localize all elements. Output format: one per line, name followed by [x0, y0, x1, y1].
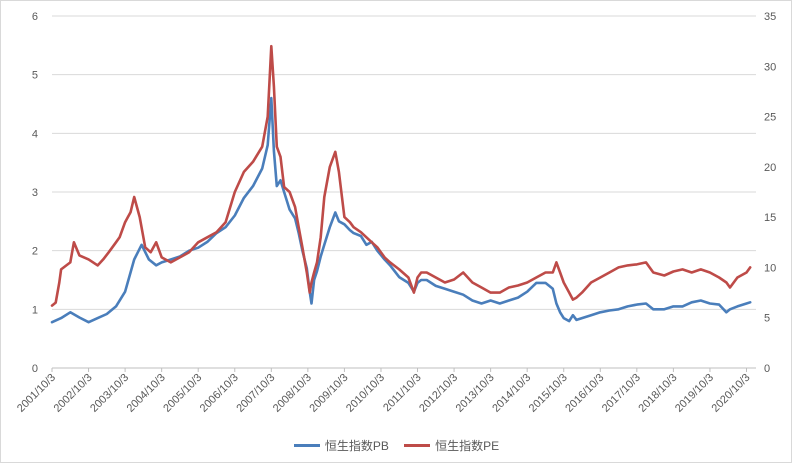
series-line-pb	[50, 96, 752, 324]
legend-label-pb: 恒生指数PB	[324, 439, 389, 453]
x-tick-label: 2019/10/3	[673, 372, 716, 415]
x-tick-label: 2013/10/3	[454, 372, 497, 415]
x-tick-label: 2002/10/3	[52, 372, 95, 415]
legend-label-pe: 恒生指数PE	[435, 439, 500, 453]
x-tick-label: 2006/10/3	[198, 372, 241, 415]
x-tick-label: 2012/10/3	[417, 372, 460, 415]
x-tick-label: 2014/10/3	[490, 372, 533, 415]
y-right-tick-label: 30	[764, 61, 776, 73]
y-right-tick-label: 10	[764, 262, 776, 274]
x-tick-label: 2009/10/3	[307, 372, 350, 415]
y-axis-right: 0 5 10 15 20 25 30 35	[764, 11, 776, 375]
y-axis-left: 0 1 2 3 4 5 6	[32, 11, 38, 375]
x-tick-label: 2008/10/3	[271, 372, 314, 415]
x-tick-label: 2017/10/3	[600, 372, 643, 415]
x-tick-label: 2018/10/3	[636, 372, 679, 415]
y-right-tick-label: 0	[764, 363, 770, 375]
y-right-tick-label: 20	[764, 162, 776, 174]
x-tick-label: 2016/10/3	[563, 372, 606, 415]
y-left-tick-label: 6	[32, 11, 38, 23]
y-left-tick-label: 0	[32, 363, 38, 375]
y-left-tick-label: 3	[32, 187, 38, 199]
x-tick-label: 2015/10/3	[527, 372, 570, 415]
y-right-tick-label: 15	[764, 212, 776, 224]
series-lines	[50, 44, 752, 324]
x-tick-label: 2007/10/3	[234, 372, 277, 415]
legend: 恒生指数PB 恒生指数PE	[0, 436, 793, 454]
legend-item-pe: 恒生指数PE	[404, 437, 499, 454]
series-line-pe	[50, 44, 752, 307]
y-left-tick-label: 1	[32, 304, 38, 316]
x-tick-label: 2005/10/3	[161, 372, 204, 415]
grid-lines	[52, 15, 756, 369]
legend-swatch-pb	[293, 444, 320, 447]
legend-swatch-pe	[404, 444, 431, 447]
x-tick-label: 2020/10/3	[710, 372, 753, 415]
y-left-tick-label: 4	[32, 128, 38, 140]
x-axis: 2001/10/32002/10/32003/10/32004/10/32005…	[15, 367, 756, 415]
y-left-tick-label: 5	[32, 70, 38, 82]
x-tick-label: 2004/10/3	[125, 372, 168, 415]
x-tick-label: 2003/10/3	[88, 372, 131, 415]
x-tick-label: 2001/10/3	[15, 372, 58, 415]
legend-item-pb: 恒生指数PB	[293, 437, 389, 454]
y-right-tick-label: 35	[764, 11, 776, 23]
y-left-tick-label: 2	[32, 246, 38, 258]
y-right-tick-label: 25	[764, 112, 776, 124]
x-tick-label: 2010/10/3	[344, 372, 387, 415]
y-right-tick-label: 5	[764, 313, 770, 325]
